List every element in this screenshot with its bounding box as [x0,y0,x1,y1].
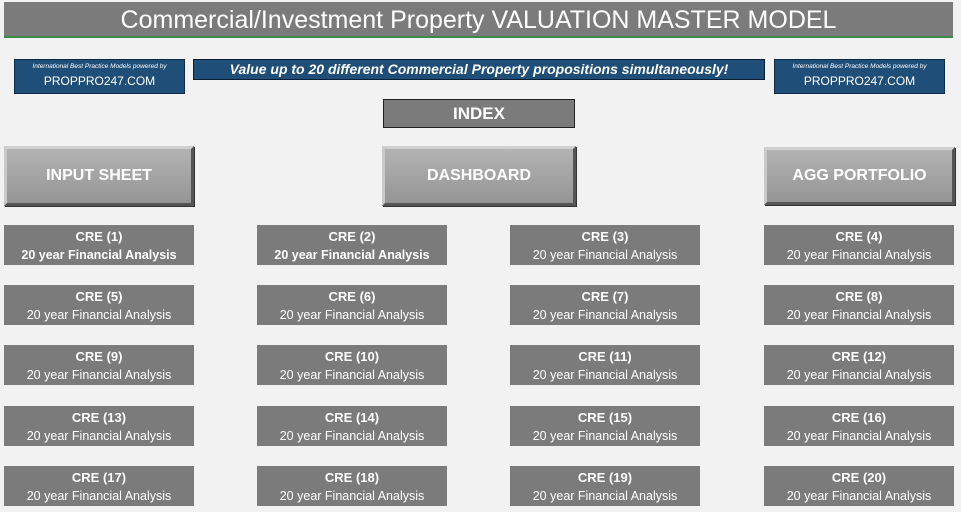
cre-tile-subtitle: 20 year Financial Analysis [532,489,678,503]
brand-tagline: International Best Practice Models power… [32,63,167,70]
cre-tile-20[interactable]: CRE (20) 20 year Financial Analysis [764,466,954,506]
cre-tile-subtitle: 20 year Financial Analysis [532,368,678,382]
cre-tile-2[interactable]: CRE (2) 20 year Financial Analysis [257,225,447,265]
cre-tile-7[interactable]: CRE (7) 20 year Financial Analysis [510,285,700,325]
cre-tile-19[interactable]: CRE (19) 20 year Financial Analysis [510,466,700,506]
cre-tile-1[interactable]: CRE (1) 20 year Financial Analysis [4,225,194,265]
brand-url: PROPPRO247.COM [43,74,156,88]
cre-tile-title: CRE (9) [75,349,123,364]
cre-tile-subtitle: 20 year Financial Analysis [279,489,425,503]
brand-tagline: International Best Practice Models power… [792,63,927,70]
cre-tile-title: CRE (8) [835,289,883,304]
index-heading: INDEX [383,99,575,128]
cre-tile-title: CRE (5) [75,289,123,304]
cre-tile-18[interactable]: CRE (18) 20 year Financial Analysis [257,466,447,506]
cre-tile-subtitle: 20 year Financial Analysis [786,489,932,503]
cre-tile-subtitle: 20 year Financial Analysis [786,368,932,382]
cre-tile-16[interactable]: CRE (16) 20 year Financial Analysis [764,406,954,446]
cre-tile-5[interactable]: CRE (5) 20 year Financial Analysis [4,285,194,325]
cre-tile-title: CRE (1) [75,229,123,244]
cre-tile-title: CRE (16) [831,410,887,425]
dashboard-button[interactable]: DASHBOARD [382,146,576,206]
promo-banner: Value up to 20 different Commercial Prop… [193,59,765,80]
cre-tile-13[interactable]: CRE (13) 20 year Financial Analysis [4,406,194,446]
cre-tile-8[interactable]: CRE (8) 20 year Financial Analysis [764,285,954,325]
cre-tile-subtitle: 20 year Financial Analysis [279,308,425,322]
cre-tile-title: CRE (7) [581,289,629,304]
input-sheet-button[interactable]: INPUT SHEET [4,146,194,206]
cre-tile-title: CRE (2) [328,229,376,244]
cre-tile-subtitle: 20 year Financial Analysis [26,368,172,382]
cre-tile-subtitle: 20 year Financial Analysis [532,308,678,322]
cre-tile-subtitle: 20 year Financial Analysis [532,248,678,262]
brand-badge-right[interactable]: International Best Practice Models power… [774,59,945,94]
cre-tile-12[interactable]: CRE (12) 20 year Financial Analysis [764,345,954,385]
cre-tile-11[interactable]: CRE (11) 20 year Financial Analysis [510,345,700,385]
cre-tile-subtitle: 20 year Financial Analysis [21,248,177,262]
cre-tile-subtitle: 20 year Financial Analysis [274,248,430,262]
cre-tile-title: CRE (12) [831,349,887,364]
cre-tile-3[interactable]: CRE (3) 20 year Financial Analysis [510,225,700,265]
cre-tile-title: CRE (18) [324,470,380,485]
cre-tile-subtitle: 20 year Financial Analysis [26,489,172,503]
cre-tile-title: CRE (14) [324,410,380,425]
page-title: Commercial/Investment Property VALUATION… [4,2,953,38]
brand-url: PROPPRO247.COM [803,74,916,88]
cre-tile-17[interactable]: CRE (17) 20 year Financial Analysis [4,466,194,506]
cre-tile-6[interactable]: CRE (6) 20 year Financial Analysis [257,285,447,325]
cre-tile-subtitle: 20 year Financial Analysis [279,429,425,443]
cre-tile-subtitle: 20 year Financial Analysis [532,429,678,443]
cre-tile-14[interactable]: CRE (14) 20 year Financial Analysis [257,406,447,446]
cre-tile-title: CRE (11) [578,349,632,364]
cre-tile-title: CRE (17) [71,470,127,485]
brand-badge-left[interactable]: International Best Practice Models power… [14,59,185,94]
cre-tile-title: CRE (19) [577,470,633,485]
cre-tile-subtitle: 20 year Financial Analysis [786,248,932,262]
cre-tile-title: CRE (20) [831,470,887,485]
cre-tile-subtitle: 20 year Financial Analysis [279,368,425,382]
cre-tile-10[interactable]: CRE (10) 20 year Financial Analysis [257,345,447,385]
cre-tile-title: CRE (4) [835,229,883,244]
cre-tile-subtitle: 20 year Financial Analysis [786,308,932,322]
cre-tile-title: CRE (13) [71,410,127,425]
cre-tile-title: CRE (6) [328,289,376,304]
cre-tile-title: CRE (3) [581,229,629,244]
cre-tile-subtitle: 20 year Financial Analysis [26,308,172,322]
cre-tile-title: CRE (15) [577,410,633,425]
agg-portfolio-button[interactable]: AGG PORTFOLIO [764,147,955,205]
cre-tile-subtitle: 20 year Financial Analysis [26,429,172,443]
cre-tile-15[interactable]: CRE (15) 20 year Financial Analysis [510,406,700,446]
cre-tile-title: CRE (10) [324,349,380,364]
cre-tile-4[interactable]: CRE (4) 20 year Financial Analysis [764,225,954,265]
cre-tile-subtitle: 20 year Financial Analysis [786,429,932,443]
cre-tile-9[interactable]: CRE (9) 20 year Financial Analysis [4,345,194,385]
